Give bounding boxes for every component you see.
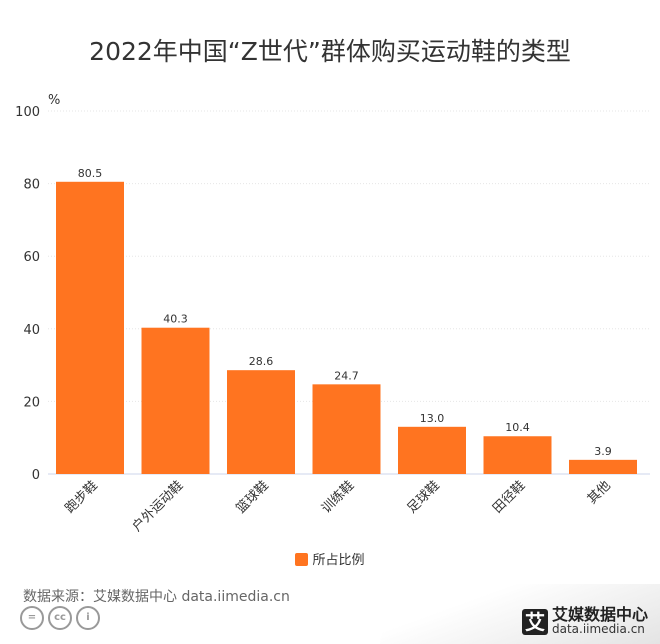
- x-tick-label: 其他: [585, 478, 614, 507]
- legend-swatch: [295, 553, 309, 566]
- y-tick-label: 60: [23, 250, 40, 265]
- bar: [312, 384, 381, 474]
- y-tick-label: 80: [23, 178, 40, 193]
- x-tick-label: 训练鞋: [318, 478, 357, 517]
- x-tick-label: 田径鞋: [489, 478, 528, 517]
- y-tick-label: 40: [23, 323, 40, 338]
- bar: [56, 181, 124, 474]
- logo-name: 艾媒数据中心: [551, 605, 648, 624]
- data-label: 28.6: [249, 355, 274, 368]
- data-label: 3.9: [594, 445, 612, 458]
- legend[interactable]: 所占比例: [0, 549, 660, 568]
- data-label: 80.5: [78, 167, 103, 180]
- data-label: 10.4: [505, 421, 530, 434]
- bar: [569, 459, 637, 474]
- x-tick-label: 足球鞋: [404, 478, 443, 517]
- logo-url: data.iimedia.cn: [551, 622, 645, 636]
- cc-icon: cc: [48, 606, 72, 630]
- legend-label: 所占比例: [312, 553, 365, 568]
- y-axis-unit: %: [48, 93, 60, 108]
- y-tick-label: 100: [15, 105, 40, 120]
- logo-mark: 艾: [521, 608, 548, 635]
- data-source: 数据来源：艾媒数据中心 data.iimedia.cn: [23, 589, 290, 605]
- brand-logo: 艾 艾媒数据中心 data.iimedia.cn: [521, 605, 648, 636]
- y-tick-label: 0: [32, 468, 40, 483]
- bar: [141, 327, 210, 474]
- license-icons: = cc i: [20, 606, 100, 630]
- data-label: 40.3: [163, 313, 188, 326]
- data-label: 13.0: [420, 412, 445, 425]
- bar: [483, 436, 552, 474]
- x-tick-label: 篮球鞋: [233, 478, 272, 517]
- x-tick-label: 跑步鞋: [62, 478, 101, 517]
- chart-title: 2022年中国“Z世代”群体购买运动鞋的类型: [89, 37, 571, 66]
- y-tick-label: 20: [23, 395, 40, 410]
- bar: [227, 370, 295, 474]
- bar-chart: 0 20 40 60 80 100% 80.5 跑步鞋 40.3 户外运动鞋 28.6 篮球鞋 24.7…: [15, 93, 650, 535]
- equals-icon: =: [20, 606, 44, 630]
- x-tick-label: 户外运动鞋: [129, 478, 186, 535]
- bar: [398, 426, 466, 474]
- data-label: 24.7: [334, 369, 359, 382]
- person-icon: i: [76, 606, 100, 630]
